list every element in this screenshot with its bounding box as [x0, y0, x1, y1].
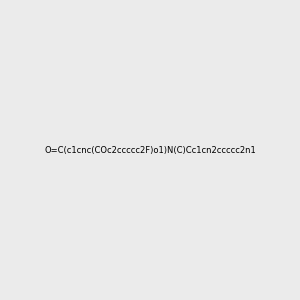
Text: O=C(c1cnc(COc2ccccc2F)o1)N(C)Cc1cn2ccccc2n1: O=C(c1cnc(COc2ccccc2F)o1)N(C)Cc1cn2ccccc…	[44, 146, 256, 154]
